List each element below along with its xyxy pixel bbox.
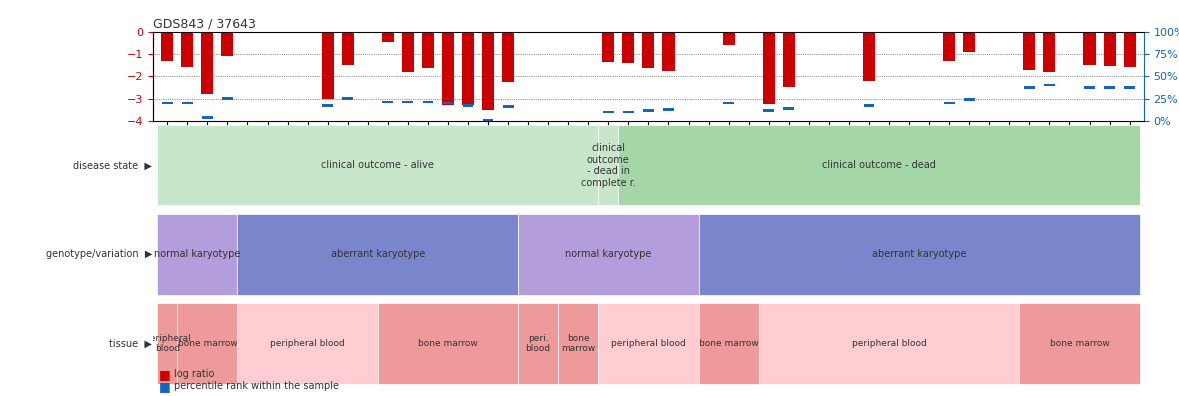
Bar — [943, 102, 955, 104]
FancyBboxPatch shape — [237, 214, 518, 295]
Bar — [502, 32, 514, 82]
Bar — [1023, 86, 1035, 89]
Bar — [342, 32, 354, 65]
Bar — [963, 98, 975, 101]
Bar — [1084, 32, 1095, 65]
Bar — [382, 32, 394, 42]
Bar — [602, 32, 614, 62]
Bar — [663, 32, 674, 70]
Text: peripheral
blood: peripheral blood — [144, 334, 191, 353]
Bar — [863, 32, 875, 81]
Bar — [602, 110, 614, 113]
Bar — [462, 32, 474, 105]
Bar — [202, 32, 213, 94]
FancyBboxPatch shape — [598, 125, 618, 206]
Bar — [663, 108, 674, 111]
FancyBboxPatch shape — [759, 303, 1020, 384]
Text: percentile rank within the sample: percentile rank within the sample — [174, 381, 340, 391]
Text: clinical
outcome
- dead in
complete r.: clinical outcome - dead in complete r. — [581, 143, 635, 188]
Bar — [1043, 84, 1055, 86]
Text: genotype/variation  ▶: genotype/variation ▶ — [46, 249, 152, 259]
Bar — [623, 110, 634, 113]
Bar — [322, 104, 334, 107]
Text: peri.
blood: peri. blood — [526, 334, 551, 353]
FancyBboxPatch shape — [518, 303, 558, 384]
Bar — [1124, 32, 1135, 67]
Text: peripheral blood: peripheral blood — [611, 339, 686, 348]
Text: bone marrow: bone marrow — [699, 339, 758, 348]
Bar — [222, 32, 233, 56]
Text: bone marrow: bone marrow — [178, 339, 237, 348]
Bar — [1084, 86, 1095, 89]
Text: peripheral blood: peripheral blood — [851, 339, 927, 348]
FancyBboxPatch shape — [518, 214, 699, 295]
Bar — [422, 32, 434, 69]
Text: peripheral blood: peripheral blood — [270, 339, 345, 348]
Bar — [342, 97, 354, 100]
Bar — [482, 32, 494, 110]
Bar — [783, 107, 795, 110]
Text: bone
marrow: bone marrow — [561, 334, 595, 353]
Bar — [162, 102, 172, 104]
FancyBboxPatch shape — [377, 303, 518, 384]
Text: bone marrow: bone marrow — [1049, 339, 1109, 348]
Bar — [442, 32, 454, 105]
Bar — [763, 109, 775, 112]
Bar — [442, 102, 454, 104]
Text: disease state  ▶: disease state ▶ — [73, 160, 152, 170]
Bar — [623, 32, 634, 63]
Text: clinical outcome - dead: clinical outcome - dead — [822, 160, 936, 170]
Bar — [643, 32, 654, 69]
Bar — [462, 104, 474, 107]
Bar — [402, 101, 414, 103]
FancyBboxPatch shape — [699, 303, 759, 384]
Bar — [182, 102, 192, 104]
Bar — [422, 101, 434, 103]
Bar — [723, 32, 735, 45]
Bar — [1104, 32, 1115, 66]
FancyBboxPatch shape — [618, 125, 1140, 206]
Bar — [723, 102, 735, 104]
Text: aberrant karyotype: aberrant karyotype — [330, 249, 424, 259]
Bar — [482, 120, 494, 122]
FancyBboxPatch shape — [157, 214, 237, 295]
Bar — [502, 105, 514, 108]
Text: bone marrow: bone marrow — [419, 339, 477, 348]
Bar — [943, 32, 955, 61]
Bar — [202, 116, 213, 119]
Bar — [1023, 32, 1035, 70]
FancyBboxPatch shape — [1020, 303, 1140, 384]
Bar — [643, 109, 654, 112]
Text: tissue  ▶: tissue ▶ — [110, 339, 152, 348]
FancyBboxPatch shape — [237, 303, 377, 384]
Bar — [182, 32, 193, 67]
Bar — [162, 32, 173, 61]
FancyBboxPatch shape — [157, 125, 598, 206]
Text: clinical outcome - alive: clinical outcome - alive — [322, 160, 434, 170]
FancyBboxPatch shape — [558, 303, 598, 384]
FancyBboxPatch shape — [598, 303, 699, 384]
Text: normal karyotype: normal karyotype — [565, 249, 652, 259]
Bar — [863, 104, 875, 107]
Text: GDS843 / 37643: GDS843 / 37643 — [153, 17, 256, 30]
FancyBboxPatch shape — [699, 214, 1140, 295]
Bar — [1043, 32, 1055, 72]
Bar — [1125, 86, 1135, 89]
Text: aberrant karyotype: aberrant karyotype — [872, 249, 967, 259]
Bar — [222, 97, 233, 100]
Bar — [402, 32, 414, 72]
Text: ■: ■ — [159, 380, 171, 392]
Text: log ratio: log ratio — [174, 369, 215, 379]
Bar — [783, 32, 795, 88]
FancyBboxPatch shape — [177, 303, 237, 384]
Text: normal karyotype: normal karyotype — [154, 249, 241, 259]
Bar — [322, 32, 334, 99]
Bar — [763, 32, 775, 104]
Text: ■: ■ — [159, 368, 171, 381]
FancyBboxPatch shape — [157, 303, 177, 384]
Bar — [1105, 86, 1115, 89]
Bar — [382, 101, 394, 103]
Bar — [963, 32, 975, 52]
